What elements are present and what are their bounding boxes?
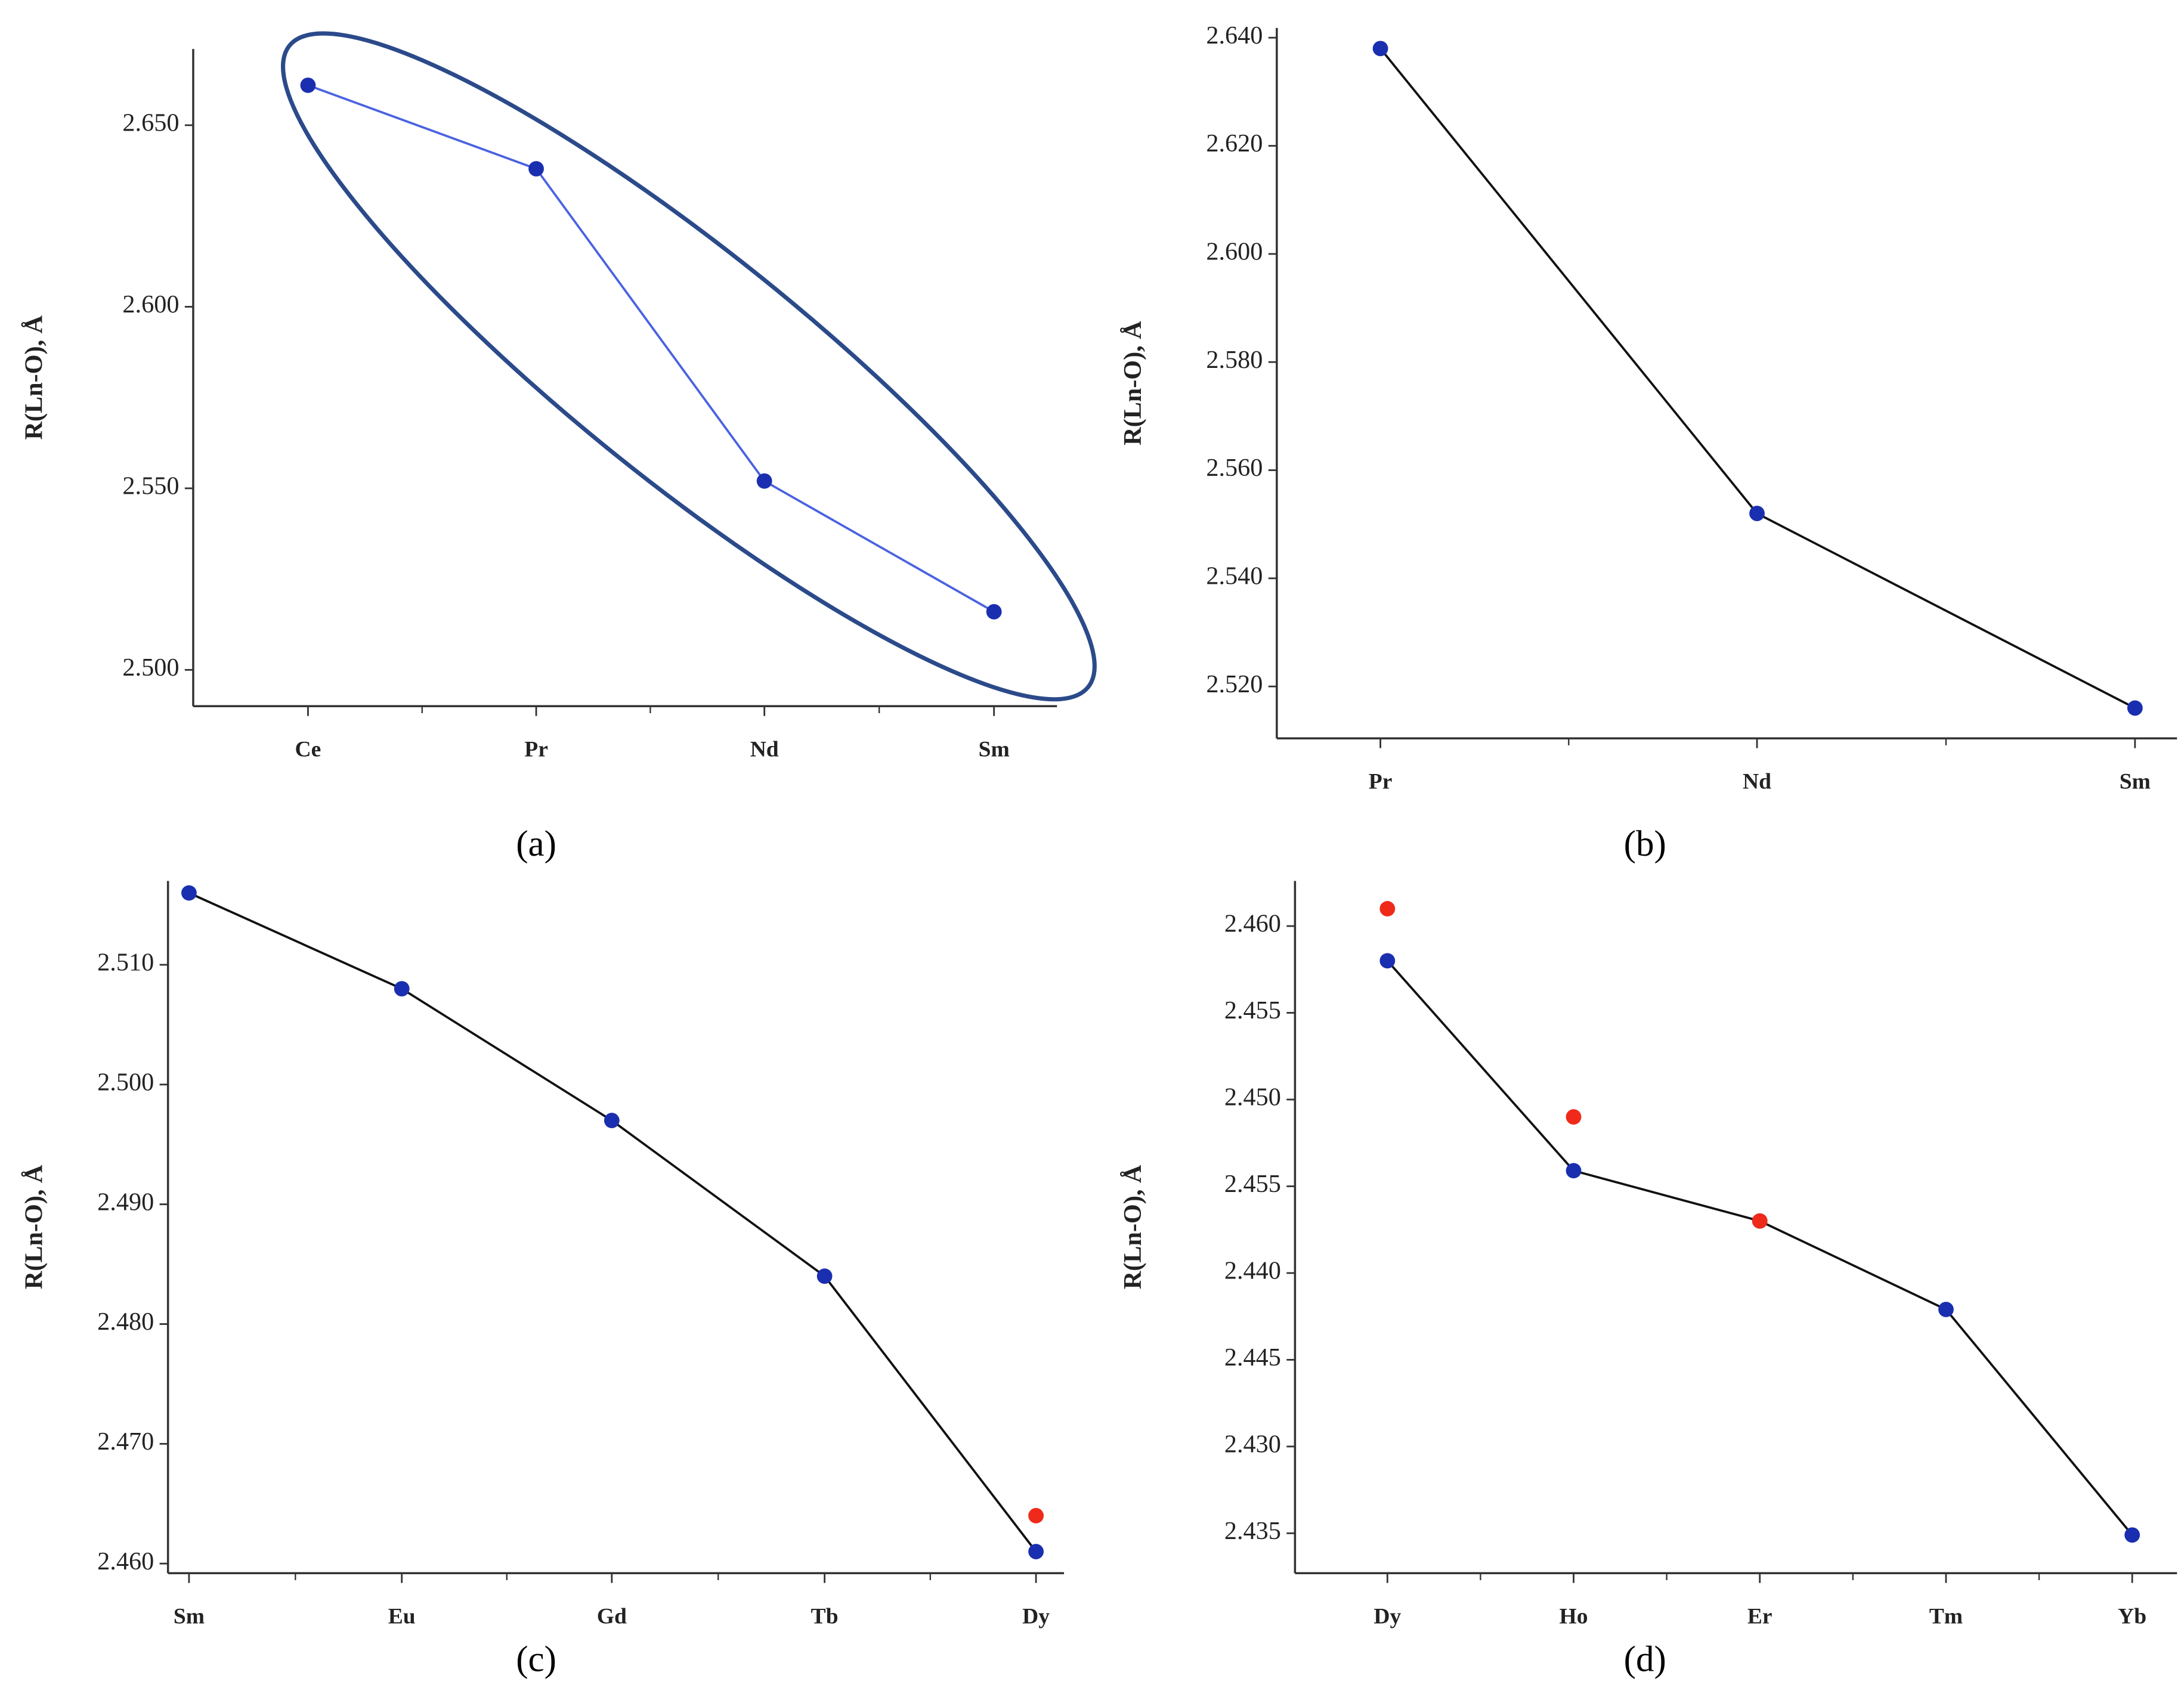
panel-label: (a)	[516, 824, 556, 864]
data-point	[1379, 901, 1396, 917]
y-tick-label: 2.600	[1206, 238, 1263, 266]
y-tick-label: 2.520	[1206, 670, 1263, 698]
data-line	[188, 891, 1037, 1553]
data-point	[394, 981, 410, 997]
y-tick-label: 2.445	[1224, 1343, 1281, 1371]
x-tick-label: Ho	[1560, 1605, 1588, 1629]
y-tick-label: 2.510	[97, 949, 154, 977]
data-point	[181, 885, 197, 901]
y-axis-label: R(Ln-O), Å	[20, 315, 48, 439]
y-tick-label: 2.500	[97, 1069, 154, 1097]
y-tick-label: 2.540	[1206, 562, 1263, 590]
data-point	[1566, 1109, 1582, 1125]
data-point	[300, 78, 316, 93]
data-point	[1028, 1544, 1044, 1559]
data-line	[307, 84, 995, 613]
data-point	[756, 473, 772, 489]
y-tick-label: 2.560	[1206, 454, 1263, 482]
y-tick-label: 2.455	[1224, 996, 1281, 1024]
y-axis-label: R(Ln-O), Å	[1119, 321, 1147, 445]
panel-label: (c)	[516, 1639, 556, 1679]
x-tick-label: Nd	[750, 738, 779, 762]
x-tick-label: Yb	[2118, 1605, 2146, 1629]
data-line	[1379, 48, 2136, 710]
y-axis-label: R(Ln-O), Å	[20, 1165, 48, 1289]
y-tick-label: 2.440	[1224, 1257, 1281, 1285]
y-tick-label: 2.550	[122, 472, 179, 500]
x-tick-label: Gd	[597, 1605, 627, 1629]
y-tick-label: 2.450	[1224, 1083, 1281, 1111]
data-point	[1749, 506, 1765, 521]
x-tick-label: Dy	[1022, 1605, 1050, 1629]
panel-label: (b)	[1624, 824, 1666, 864]
data-point	[1752, 1213, 1768, 1229]
data-point	[604, 1113, 620, 1128]
x-tick-label: Dy	[1373, 1605, 1401, 1629]
data-point	[1938, 1302, 1954, 1317]
x-tick-label: Tm	[1929, 1605, 1963, 1629]
y-tick-label: 2.455	[1224, 1170, 1281, 1198]
y-tick-label: 2.640	[1206, 21, 1263, 49]
y-tick-label: 2.580	[1206, 346, 1263, 374]
y-tick-label: 2.600	[122, 290, 179, 318]
data-point	[2127, 700, 2143, 716]
data-point	[816, 1268, 833, 1284]
y-tick-label: 2.490	[97, 1188, 154, 1216]
data-point	[2124, 1527, 2140, 1543]
x-tick-label: Pr	[524, 738, 548, 762]
y-tick-label: 2.620	[1206, 129, 1263, 157]
x-tick-label: Sm	[2120, 770, 2151, 794]
data-point	[1372, 41, 1388, 57]
x-tick-label: Pr	[1369, 770, 1393, 794]
x-tick-label: Eu	[388, 1605, 416, 1629]
x-tick-label: Nd	[1743, 770, 1771, 794]
y-tick-label: 2.470	[97, 1428, 154, 1456]
x-tick-label: Ce	[295, 738, 321, 762]
data-point	[1566, 1163, 1582, 1179]
y-tick-label: 2.480	[97, 1308, 154, 1336]
x-tick-label: Er	[1747, 1605, 1772, 1629]
data-point	[1379, 953, 1396, 969]
y-tick-label: 2.650	[122, 109, 179, 137]
data-point	[528, 161, 544, 177]
y-tick-label: 2.460	[97, 1547, 154, 1575]
data-point	[986, 604, 1002, 620]
y-tick-label: 2.430	[1224, 1431, 1281, 1459]
y-tick-label: 2.460	[1224, 910, 1281, 938]
highlight-ellipse	[281, 31, 1097, 702]
data-point	[1028, 1507, 1044, 1524]
y-tick-label: 2.500	[122, 654, 179, 682]
panel-label: (d)	[1624, 1639, 1666, 1679]
y-axis-label: R(Ln-O), Å	[1119, 1165, 1147, 1289]
x-tick-label: Sm	[979, 738, 1010, 762]
y-tick-label: 2.435	[1224, 1517, 1281, 1545]
x-tick-label: Tb	[811, 1605, 839, 1629]
x-tick-label: Sm	[174, 1605, 205, 1629]
data-line	[1386, 959, 2133, 1536]
